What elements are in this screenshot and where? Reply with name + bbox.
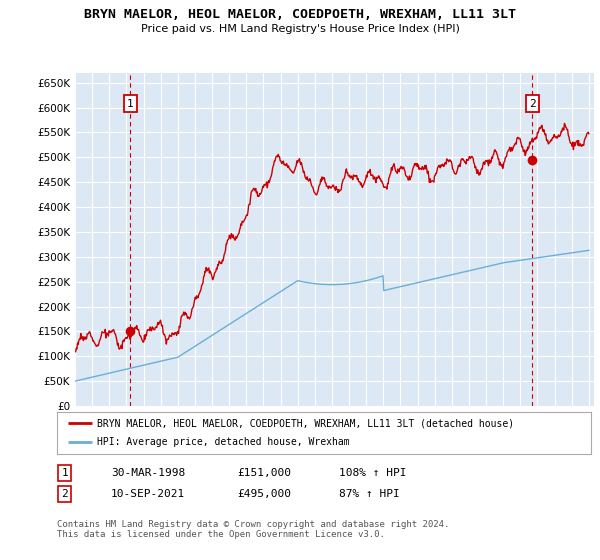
Text: Contains HM Land Registry data © Crown copyright and database right 2024.
This d: Contains HM Land Registry data © Crown c…	[57, 520, 449, 539]
Text: Price paid vs. HM Land Registry's House Price Index (HPI): Price paid vs. HM Land Registry's House …	[140, 24, 460, 34]
Text: 10-SEP-2021: 10-SEP-2021	[111, 489, 185, 499]
Text: BRYN MAELOR, HEOL MAELOR, COEDPOETH, WREXHAM, LL11 3LT: BRYN MAELOR, HEOL MAELOR, COEDPOETH, WRE…	[84, 8, 516, 21]
Text: 1: 1	[61, 468, 68, 478]
Text: 1: 1	[127, 99, 134, 109]
Text: £151,000: £151,000	[237, 468, 291, 478]
Text: 87% ↑ HPI: 87% ↑ HPI	[339, 489, 400, 499]
Text: £495,000: £495,000	[237, 489, 291, 499]
Text: 2: 2	[529, 99, 536, 109]
Text: BRYN MAELOR, HEOL MAELOR, COEDPOETH, WREXHAM, LL11 3LT (detached house): BRYN MAELOR, HEOL MAELOR, COEDPOETH, WRE…	[97, 418, 514, 428]
Text: 30-MAR-1998: 30-MAR-1998	[111, 468, 185, 478]
Text: 108% ↑ HPI: 108% ↑ HPI	[339, 468, 407, 478]
Text: HPI: Average price, detached house, Wrexham: HPI: Average price, detached house, Wrex…	[97, 437, 350, 447]
Text: 2: 2	[61, 489, 68, 499]
